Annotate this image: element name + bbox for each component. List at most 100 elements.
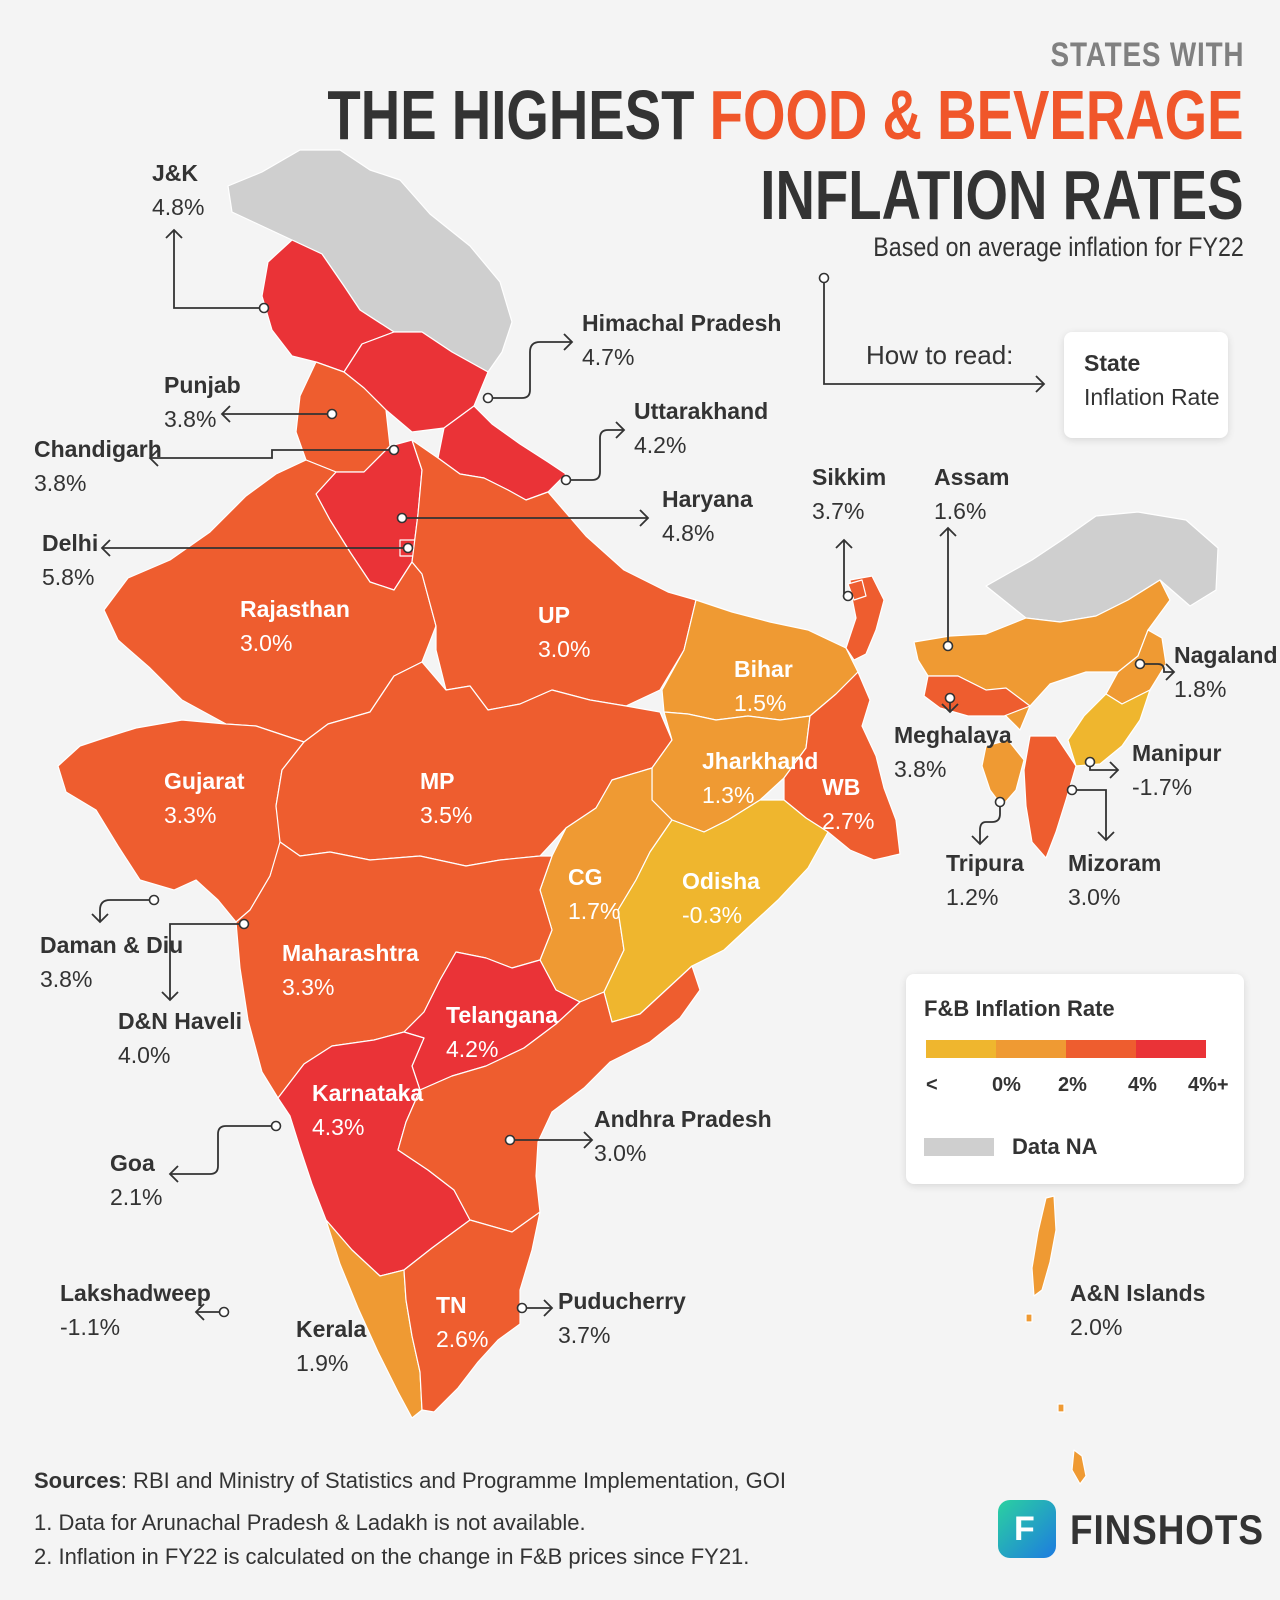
dot-howto — [818, 272, 830, 284]
dot-assam — [942, 640, 954, 652]
label-name: Kerala — [296, 1316, 367, 1342]
label-value: 3.3% — [164, 802, 217, 828]
label-name: Puducherry — [558, 1288, 686, 1314]
region-mizoram — [1023, 735, 1077, 859]
label-mp: MP 3.5% — [420, 764, 472, 832]
label-dnhaveli: D&N Haveli 4.0% — [118, 1004, 242, 1072]
label-name: Mizoram — [1068, 850, 1162, 876]
label-name: Karnataka — [312, 1080, 424, 1106]
label-name: Delhi — [42, 530, 99, 556]
label-value: 4.3% — [312, 1114, 365, 1140]
label-name: Assam — [934, 464, 1010, 490]
arrow-howto — [1035, 375, 1046, 393]
label-up: UP 3.0% — [538, 598, 590, 666]
label-value: 4.7% — [582, 344, 635, 370]
label-value: 3.3% — [282, 974, 335, 1000]
label-value: 1.5% — [734, 690, 787, 716]
legend-band-2-4 — [1066, 1040, 1136, 1058]
label-name: Jharkhand — [702, 748, 819, 774]
label-damandiu: Daman & Diu 3.8% — [40, 928, 183, 996]
label-wb: WB 2.7% — [822, 770, 874, 838]
leader-jk — [173, 230, 264, 309]
arrow-delhi — [100, 539, 111, 557]
how-to-read-label: How to read: — [866, 340, 1014, 370]
label-value: 3.8% — [40, 966, 93, 992]
label-value: 4.0% — [118, 1042, 171, 1068]
dot-puducherry — [516, 1302, 528, 1314]
leader-chandigarh — [150, 449, 394, 459]
label-name: Bihar — [734, 656, 793, 682]
label-value: 2.6% — [436, 1326, 489, 1352]
label-name: D&N Haveli — [118, 1008, 242, 1034]
legend-tick: 4% — [1128, 1074, 1157, 1096]
label-maharashtra: Maharashtra 3.3% — [282, 936, 419, 1004]
label-value: 1.9% — [296, 1350, 349, 1376]
brand: F FINSHOTS — [998, 1500, 1263, 1564]
footnote-2: 2. Inflation in FY22 is calculated on th… — [34, 1544, 750, 1569]
leader-dnhaveli — [169, 923, 244, 1000]
label-value: 5.8% — [42, 564, 95, 590]
label-value: 1.8% — [1174, 676, 1227, 702]
region-an-islands-north — [1031, 1195, 1057, 1297]
sources: Sources: RBI and Ministry of Statistics … — [34, 1466, 786, 1496]
label-value: 1.3% — [702, 782, 755, 808]
arrow-nagaland — [1165, 663, 1176, 681]
label-bihar: Bihar 1.5% — [734, 652, 793, 720]
label-value: -1.7% — [1132, 774, 1193, 800]
title-line2: INFLATION RATES — [760, 156, 1244, 234]
label-name: Uttarakhand — [634, 398, 769, 424]
dot-manipur — [1084, 756, 1096, 768]
legend-title: F&B Inflation Rate — [924, 996, 1115, 1021]
label-value: 2.0% — [1070, 1314, 1123, 1340]
label-tripura: Tripura 1.2% — [946, 846, 1024, 914]
leader-mizoram — [1072, 789, 1107, 840]
legend-band-0-2 — [996, 1040, 1066, 1058]
label-gujarat: Gujarat 3.3% — [164, 764, 245, 832]
leader-himachal — [488, 341, 572, 399]
dot-mizoram — [1066, 784, 1078, 796]
arrow-sikkim — [835, 538, 853, 549]
label-ap: Andhra Pradesh 3.0% — [594, 1102, 772, 1170]
arrow-mizoram — [1097, 831, 1115, 842]
arrow-damandiu — [91, 913, 109, 924]
label-name: CG — [568, 864, 603, 890]
label-value: 1.2% — [946, 884, 999, 910]
label-nagaland: Nagaland 1.8% — [1174, 638, 1278, 706]
label-name: Haryana — [662, 486, 753, 512]
anchor-dots — [148, 272, 1146, 1318]
label-cg: CG 1.7% — [568, 860, 620, 928]
arrow-haryana — [639, 509, 650, 527]
leader-uttarakhand — [566, 429, 624, 481]
label-value: -1.1% — [60, 1314, 121, 1340]
region-odisha — [603, 799, 829, 1023]
label-himachal: Himachal Pradesh 4.7% — [582, 306, 781, 374]
subtitle: Based on average inflation for FY22 — [873, 232, 1244, 262]
title-part1: THE HIGHEST — [327, 76, 711, 154]
label-punjab: Punjab 3.8% — [164, 368, 241, 436]
label-value: 3.0% — [594, 1140, 647, 1166]
label-kerala: Kerala 1.9% — [296, 1312, 366, 1380]
label-name: A&N Islands — [1070, 1280, 1206, 1306]
arrow-chandigarh — [148, 449, 159, 467]
legend-band-below-0 — [926, 1040, 996, 1058]
label-value: 2.1% — [110, 1184, 163, 1210]
label-value: 3.8% — [164, 406, 217, 432]
sources-text: : RBI and Ministry of Statistics and Pro… — [120, 1468, 786, 1493]
label-name: Maharashtra — [282, 940, 419, 966]
label-haryana: Haryana 4.8% — [662, 482, 753, 550]
footnote-1: 1. Data for Arunachal Pradesh & Ladakh i… — [34, 1510, 586, 1535]
legend-tick: < — [926, 1074, 938, 1096]
label-value: 3.0% — [538, 636, 591, 662]
label-name: J&K — [152, 160, 199, 186]
label-jharkhand: Jharkhand 1.3% — [702, 744, 818, 812]
legend-tick: 2% — [1058, 1074, 1087, 1096]
label-sikkim: Sikkim 3.7% — [812, 460, 886, 528]
label-value: 4.2% — [634, 432, 687, 458]
arrow-himachal — [563, 333, 574, 351]
label-name: Sikkim — [812, 464, 887, 490]
title-highlight: FOOD & BEVERAGE — [710, 76, 1244, 154]
dot-punjab — [326, 408, 338, 420]
dot-damandiu — [148, 894, 160, 906]
label-assam: Assam 1.6% — [934, 460, 1009, 528]
